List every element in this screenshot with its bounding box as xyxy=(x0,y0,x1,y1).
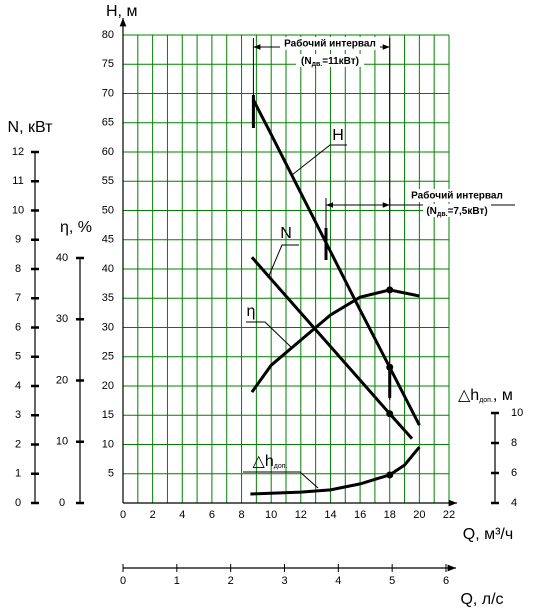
x2-tick-label: 4 xyxy=(335,575,341,587)
y4-tick-label: 4 xyxy=(511,497,517,509)
x-tick-label: 4 xyxy=(179,509,185,521)
y-tick-label: 75 xyxy=(102,58,114,70)
label-main: η xyxy=(247,303,256,320)
annotation-title: Рабочий интервал xyxy=(284,38,376,50)
note-part: =7,5кВт) xyxy=(448,206,488,217)
x-tick-label: 8 xyxy=(238,509,244,521)
y2-tick-label: 1 xyxy=(15,468,21,480)
y-tick-label: 30 xyxy=(102,321,114,333)
y3-tick-label: 0 xyxy=(59,497,65,509)
leader-line xyxy=(246,321,293,349)
label-sub: доп. xyxy=(274,463,288,470)
note-sub: дв. xyxy=(437,211,448,218)
y2-tick-label: 2 xyxy=(15,438,21,450)
y2-tick-label: 12 xyxy=(12,146,24,158)
y2-tick-label: 11 xyxy=(12,175,23,187)
y3-tick-label: 20 xyxy=(56,374,68,386)
annotation-note: (Nдв.=7,5кВт) xyxy=(426,206,487,218)
label-main: H xyxy=(332,127,344,144)
x-tick-label: 18 xyxy=(384,509,396,521)
x2-tick-label: 6 xyxy=(443,575,449,587)
x-tick-label: 10 xyxy=(265,509,277,521)
x2-axis-label: Q, л/с xyxy=(460,591,503,608)
x-tick-label: 2 xyxy=(150,509,156,521)
leader-line xyxy=(267,244,299,279)
series-line xyxy=(250,446,421,496)
x2-tick-label: 0 xyxy=(120,575,126,587)
label-bg xyxy=(280,37,380,50)
y-tick-label: 25 xyxy=(102,351,114,363)
x-tick-label: 12 xyxy=(295,509,307,521)
y3-tick-label: 10 xyxy=(56,436,68,448)
point-marker xyxy=(386,410,394,418)
y2-tick-label: 8 xyxy=(15,263,21,275)
y-tick-label: 35 xyxy=(102,292,114,304)
x2-tick-label: 5 xyxy=(389,575,395,587)
y-tick-label: 10 xyxy=(102,438,114,450)
series-label: H xyxy=(332,127,344,144)
y2-tick-label: 9 xyxy=(15,234,21,246)
y2-tick-label: 5 xyxy=(15,351,21,363)
y2-tick-label: 0 xyxy=(15,497,21,509)
y-tick-label: 60 xyxy=(102,146,114,158)
y2-axis-label: N, кВт xyxy=(8,119,54,136)
leader-line xyxy=(243,471,319,489)
series-line xyxy=(252,99,421,426)
annotation-note: (Nдв.=11кВт) xyxy=(301,56,359,68)
y3-tick-label: 30 xyxy=(56,313,68,325)
leader-line xyxy=(291,144,347,176)
y2-tick-label: 4 xyxy=(15,380,21,392)
x-tick-label: 16 xyxy=(354,509,366,521)
y-tick-label: 65 xyxy=(102,117,114,129)
y-tick-label: 80 xyxy=(102,29,114,41)
y4-axis-label: △hдоп., м xyxy=(458,387,513,404)
y4-tick-label: 8 xyxy=(511,437,517,449)
y4-tick-label: 10 xyxy=(511,407,523,419)
label-bg xyxy=(423,204,491,217)
point-marker xyxy=(386,471,394,479)
label-main: △h xyxy=(458,387,479,404)
x-tick-label: 22 xyxy=(443,509,455,521)
note-sub: дв. xyxy=(312,61,323,68)
y2-tick-label: 7 xyxy=(15,292,21,304)
y2-tick-label: 3 xyxy=(15,409,21,421)
annotation-title: Рабочий интервал xyxy=(411,190,503,202)
series-label: η xyxy=(247,303,256,320)
note-part: =11кВт) xyxy=(322,56,359,67)
y-tick-label: 40 xyxy=(102,263,114,275)
label-bg xyxy=(407,189,507,202)
y-tick-label: 70 xyxy=(102,87,114,99)
y-tick-label: 55 xyxy=(102,175,114,187)
y-tick-label: 50 xyxy=(102,204,114,216)
y2-tick-label: 10 xyxy=(12,204,24,216)
series-label: △hдоп. xyxy=(253,453,288,470)
x-axis-label: Q, м³/ч xyxy=(463,526,513,543)
x-tick-label: 0 xyxy=(120,509,126,521)
label-main: N xyxy=(280,225,292,242)
x-tick-label: 6 xyxy=(209,509,215,521)
label-suffix: , м xyxy=(493,387,513,404)
label-sub: доп. xyxy=(479,397,493,404)
y-tick-label: 20 xyxy=(102,380,114,392)
y3-axis-label: η, % xyxy=(60,219,92,236)
note-part: (N xyxy=(426,206,437,217)
label-bg xyxy=(296,54,364,67)
x2-tick-label: 1 xyxy=(174,575,180,587)
x2-tick-label: 3 xyxy=(281,575,287,587)
series-label: N xyxy=(280,225,292,242)
y3-tick-label: 40 xyxy=(56,252,68,264)
label-main: △h xyxy=(253,453,274,470)
note-part: (N xyxy=(301,56,312,67)
y-tick-label: 5 xyxy=(108,468,114,480)
y-axis-label: H, м xyxy=(106,3,137,20)
x-tick-label: 14 xyxy=(324,509,336,521)
y4-tick-label: 6 xyxy=(511,467,517,479)
y-tick-label: 15 xyxy=(102,409,114,421)
y-tick-label: 45 xyxy=(102,234,114,246)
x2-tick-label: 2 xyxy=(228,575,234,587)
x-tick-label: 20 xyxy=(413,509,425,521)
y2-tick-label: 6 xyxy=(15,321,21,333)
